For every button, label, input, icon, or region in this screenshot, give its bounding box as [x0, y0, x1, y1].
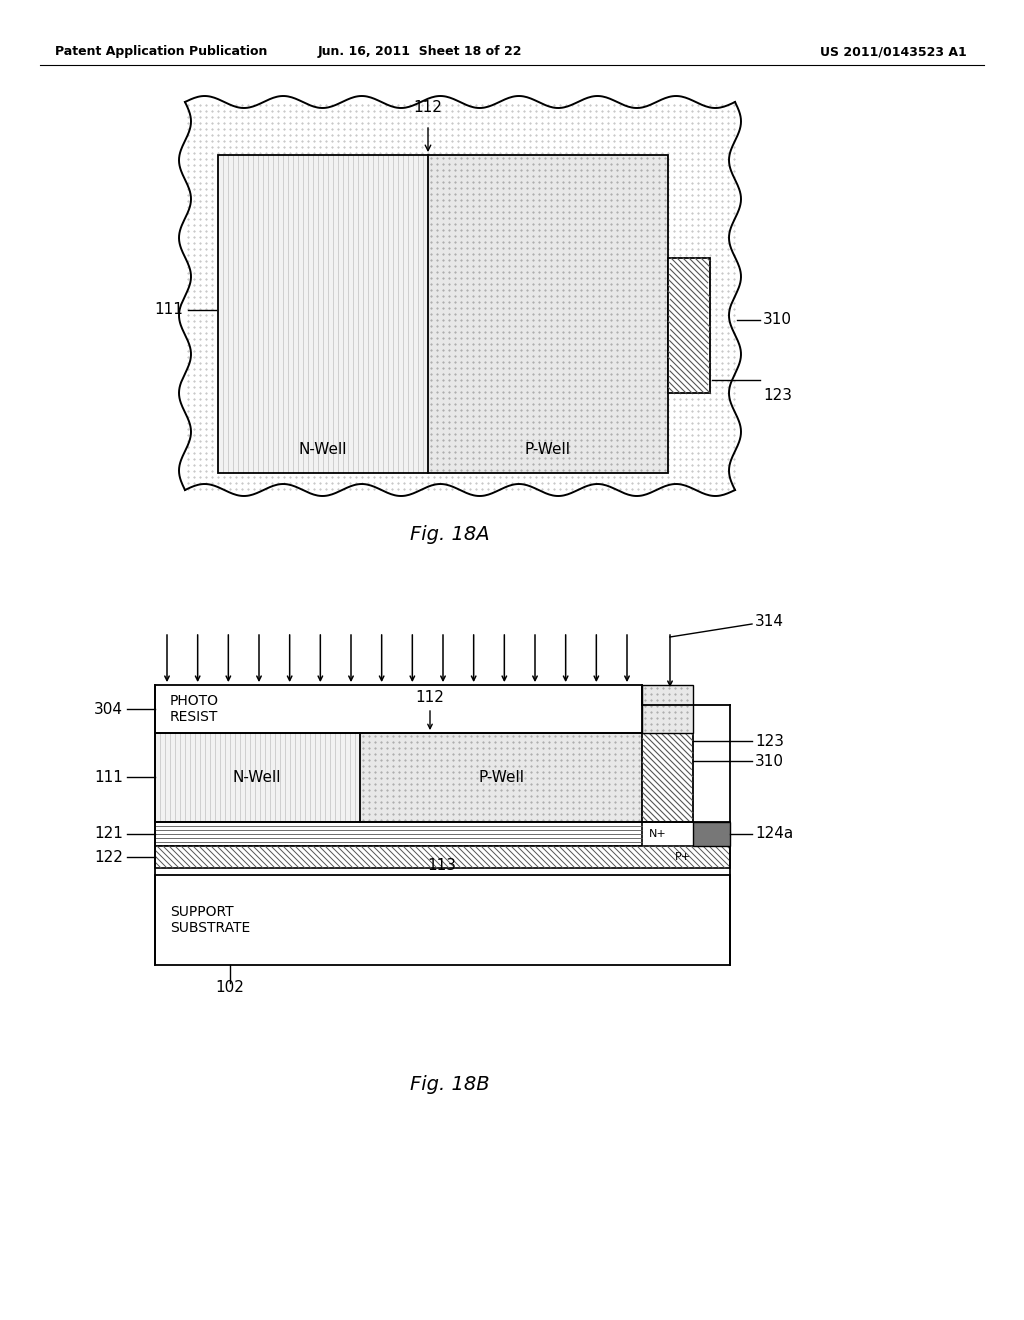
Polygon shape	[155, 846, 730, 869]
Text: 124a: 124a	[755, 826, 794, 842]
Text: Jun. 16, 2011  Sheet 18 of 22: Jun. 16, 2011 Sheet 18 of 22	[317, 45, 522, 58]
Text: SUPPORT
SUBSTRATE: SUPPORT SUBSTRATE	[170, 906, 250, 935]
Text: Patent Application Publication: Patent Application Publication	[55, 45, 267, 58]
Polygon shape	[155, 733, 360, 822]
Text: 102: 102	[216, 979, 245, 994]
Polygon shape	[360, 733, 642, 822]
Text: P+: P+	[675, 851, 691, 862]
Text: Fig. 18B: Fig. 18B	[411, 1076, 489, 1094]
Text: Fig. 18A: Fig. 18A	[411, 525, 489, 544]
Text: P-Well: P-Well	[478, 770, 524, 784]
Text: N-Well: N-Well	[232, 770, 282, 784]
Text: N+: N+	[649, 829, 667, 840]
Polygon shape	[642, 685, 693, 733]
Text: 122: 122	[94, 850, 123, 865]
Polygon shape	[155, 875, 730, 965]
Polygon shape	[155, 822, 642, 846]
Polygon shape	[693, 822, 730, 846]
Text: N-Well: N-Well	[299, 442, 347, 458]
Text: P-Well: P-Well	[525, 442, 571, 458]
Polygon shape	[155, 685, 642, 733]
Text: 121: 121	[94, 826, 123, 842]
Text: 310: 310	[763, 313, 792, 327]
Text: 112: 112	[414, 99, 442, 115]
Text: 111: 111	[94, 770, 123, 784]
Text: 111: 111	[155, 302, 183, 318]
Polygon shape	[428, 154, 668, 473]
Text: 310: 310	[755, 754, 784, 768]
Text: US 2011/0143523 A1: US 2011/0143523 A1	[820, 45, 967, 58]
Text: 112: 112	[416, 690, 444, 705]
Polygon shape	[642, 733, 693, 822]
Text: 314: 314	[755, 615, 784, 630]
Text: 304: 304	[94, 701, 123, 717]
Text: 123: 123	[755, 734, 784, 748]
Polygon shape	[218, 154, 428, 473]
Text: 123: 123	[763, 388, 792, 403]
Polygon shape	[668, 257, 710, 393]
Text: PHOTO
RESIST: PHOTO RESIST	[170, 694, 219, 725]
Text: 113: 113	[427, 858, 457, 873]
